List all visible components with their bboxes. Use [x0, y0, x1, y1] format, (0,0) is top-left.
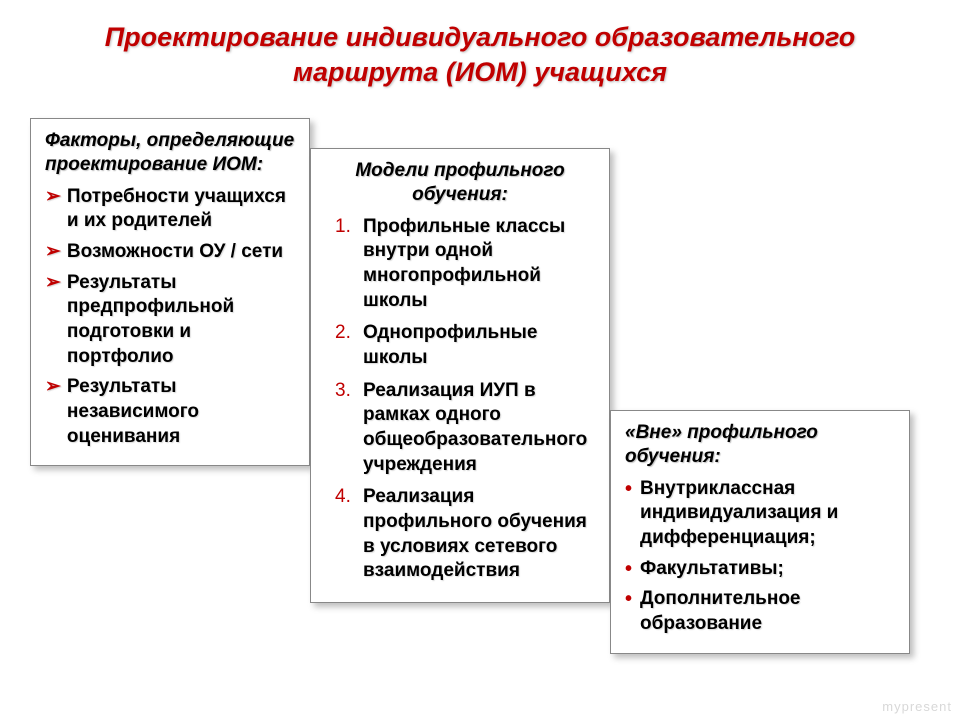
item-text: Профильные классы внутри одной многопроф… [363, 215, 595, 314]
slide-title: Проектирование индивидуального образоват… [0, 0, 960, 100]
number-marker: 1. [335, 215, 353, 240]
chevron-icon: ➢ [45, 271, 61, 296]
dot-icon: • [625, 477, 632, 501]
list-item: • Внутриклассная индивидуализация и дифф… [625, 477, 895, 551]
factors-box: Факторы, определяющие проектирование ИОМ… [30, 118, 310, 466]
models-box: Модели профильного обучения: 1. Профильн… [310, 148, 610, 603]
dot-icon: • [625, 557, 632, 581]
chevron-icon: ➢ [45, 375, 61, 400]
list-item: 1. Профильные классы внутри одной многоп… [325, 215, 595, 314]
item-text: Факультативы; [640, 557, 784, 582]
factors-heading: Факторы, определяющие проектирование ИОМ… [45, 129, 295, 177]
chevron-icon: ➢ [45, 240, 61, 265]
dot-icon: • [625, 587, 632, 611]
list-item: 3. Реализация ИУП в рамках одного общеоб… [325, 379, 595, 478]
number-marker: 3. [335, 379, 353, 404]
number-marker: 2. [335, 321, 353, 346]
list-item: ➢ Результаты предпрофильной подготовки и… [45, 271, 295, 370]
list-item: 2. Однопрофильные школы [325, 321, 595, 370]
list-item: • Дополнительное образование [625, 587, 895, 636]
item-text: Реализация ИУП в рамках одного общеобраз… [363, 379, 595, 478]
item-text: Реализация профильного обучения в услови… [363, 485, 595, 584]
number-marker: 4. [335, 485, 353, 510]
chevron-icon: ➢ [45, 185, 61, 210]
item-text: Дополнительное образование [640, 587, 895, 636]
item-text: Возможности ОУ / сети [67, 240, 283, 265]
list-item: 4. Реализация профильного обучения в усл… [325, 485, 595, 584]
list-item: ➢ Потребности учащихся и их родителей [45, 185, 295, 234]
watermark: mypresent [882, 699, 952, 714]
item-text: Результаты независимого оценивания [67, 375, 295, 449]
list-item: • Факультативы; [625, 557, 895, 582]
models-heading: Модели профильного обучения: [325, 159, 595, 207]
outside-heading: «Вне» профильного обучения: [625, 421, 895, 469]
outside-box: «Вне» профильного обучения: • Внутриклас… [610, 410, 910, 654]
item-text: Внутриклассная индивидуализация и диффер… [640, 477, 895, 551]
item-text: Потребности учащихся и их родителей [67, 185, 295, 234]
item-text: Результаты предпрофильной подготовки и п… [67, 271, 295, 370]
list-item: ➢ Возможности ОУ / сети [45, 240, 295, 265]
list-item: ➢ Результаты независимого оценивания [45, 375, 295, 449]
item-text: Однопрофильные школы [363, 321, 595, 370]
numbered-list: 1. Профильные классы внутри одной многоп… [325, 215, 595, 585]
